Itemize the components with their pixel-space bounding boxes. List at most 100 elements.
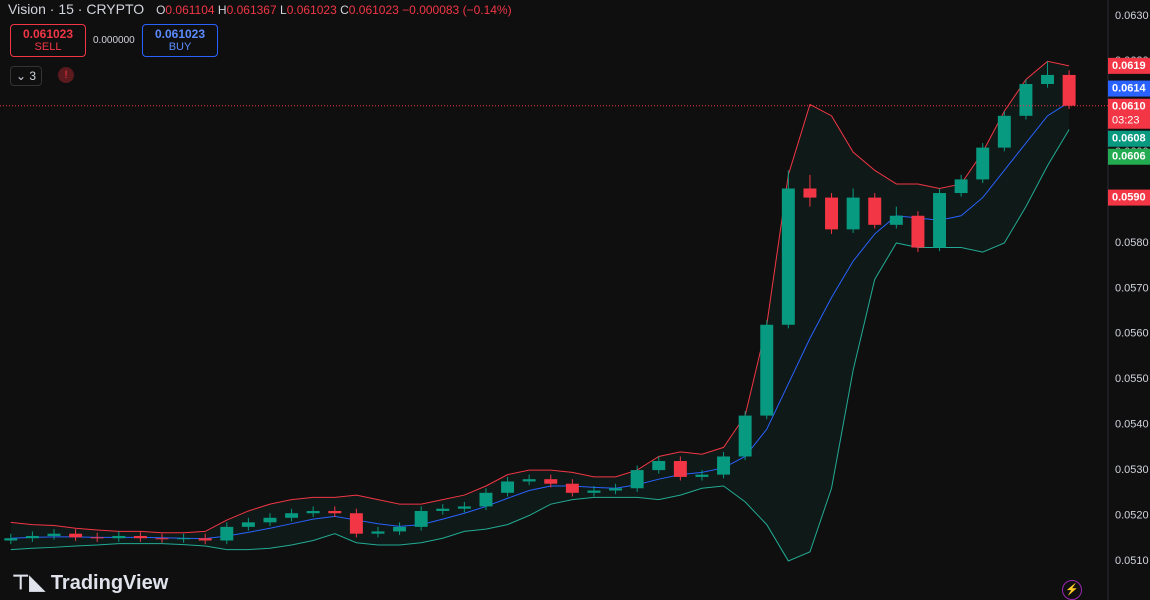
price-tag-label: 0.0608 [1112,133,1146,145]
candle-body [825,197,839,230]
candle-body [673,461,687,477]
candle-body [328,510,342,514]
sell-price: 0.061023 [22,27,74,41]
candle-body [198,538,212,541]
change: −0.000083 (−0.14%) [402,3,512,17]
candle-body [47,533,61,536]
candle-body [155,538,169,540]
logo: ⊤◣ TradingView [12,570,168,595]
buy-price: 0.061023 [154,27,206,41]
candle-body [976,147,990,180]
candle-body [1062,74,1076,106]
label: O [156,3,166,17]
alert-icon[interactable]: ! [58,67,74,83]
price-tag-label: 0.0614 [1112,82,1147,94]
candle-body [630,470,644,489]
price-tag-label: 0.0619 [1112,60,1146,72]
logo-icon: ⊤◣ [12,572,45,594]
sell-button[interactable]: 0.061023 SELL [10,24,86,57]
label: H [217,3,227,17]
countdown: 03:23 [1112,115,1140,127]
value: 0.061367 [226,3,277,17]
candle-body [371,531,385,534]
candle-body [609,488,623,491]
sell-label: SELL [34,41,62,53]
y-tick-label: 0.0580 [1115,237,1149,249]
candle-body [1041,74,1055,85]
y-tick-label: 0.0560 [1115,328,1149,340]
price-tag-label: 0.0590 [1112,191,1146,203]
candle-body [1019,84,1033,116]
candle-body [522,479,536,482]
price-tag [1108,148,1150,165]
candle-body [695,474,709,477]
candle-body [220,526,234,541]
buy-button[interactable]: 0.061023 BUY [142,24,218,57]
value: 0.061023 [348,3,399,17]
candle-body [565,483,579,493]
candle-body [263,517,277,523]
candle-body [760,324,774,416]
candle-body [544,479,558,484]
candle-body [349,513,363,534]
candle-body [803,188,817,198]
candle-body [846,197,860,230]
candle-body [69,533,83,538]
lightning-icon[interactable]: ⚡ [1062,580,1082,600]
value: 0.061023 [286,3,337,17]
candle-body [177,538,191,540]
label: C [340,3,349,17]
price-tag [1108,189,1150,206]
candle-body [241,522,255,527]
y-tick-label: 0.0570 [1115,282,1149,294]
band-line [10,60,1070,534]
candle-body [587,490,601,493]
candle-body [112,535,126,539]
price-tag [1108,130,1150,147]
candle-body [911,215,925,248]
buy-label: BUY [168,41,192,53]
symbol-bar: Vision · 15 · CRYPTO O0.061104 H0.061367… [8,1,512,17]
price-tag [1108,98,1150,129]
y-tick-label: 0.0510 [1115,555,1149,567]
price-tag [1108,80,1150,97]
indicator-count: 3 [29,69,37,83]
candle-body [436,508,450,511]
price-tag-label: 0.0610 [1112,101,1146,113]
band-line [10,129,1070,562]
candle-body [285,513,299,518]
price-tag-label: 0.0606 [1112,151,1146,163]
symbol[interactable]: Vision · 15 · CRYPTO [8,1,145,17]
candle-body [738,415,752,457]
candle-body [781,188,795,325]
candle-body [306,510,320,514]
ohlc: O0.061104 H0.061367 L0.061023 C0.061023 … [156,3,512,17]
candle-body [479,492,493,507]
spread: 0.000000 [93,35,135,46]
indicator-toggle[interactable]: ⌄ 3 [10,66,42,86]
price-tag [1108,57,1150,74]
candle-body [4,538,18,541]
candle-body [889,215,903,225]
candle-body [457,506,471,509]
candle-body [25,535,39,539]
y-tick-label: 0.0550 [1115,373,1149,385]
y-tick-label: 0.0520 [1115,509,1149,521]
candle-body [717,456,731,475]
candle-body [997,115,1011,148]
candle-body [954,179,968,194]
y-tick-label: 0.0530 [1115,464,1149,476]
label: L [280,3,287,17]
logo-text: TradingView [50,572,169,594]
candle-body [133,535,147,539]
candle-body [393,526,407,532]
y-tick-label: 0.0540 [1115,419,1149,431]
candle-body [868,197,882,225]
band-fill [10,61,1070,561]
candle-body [90,537,104,539]
candle-body [414,510,428,527]
candle-body [652,461,666,471]
y-tick-label: 0.0630 [1115,10,1149,22]
